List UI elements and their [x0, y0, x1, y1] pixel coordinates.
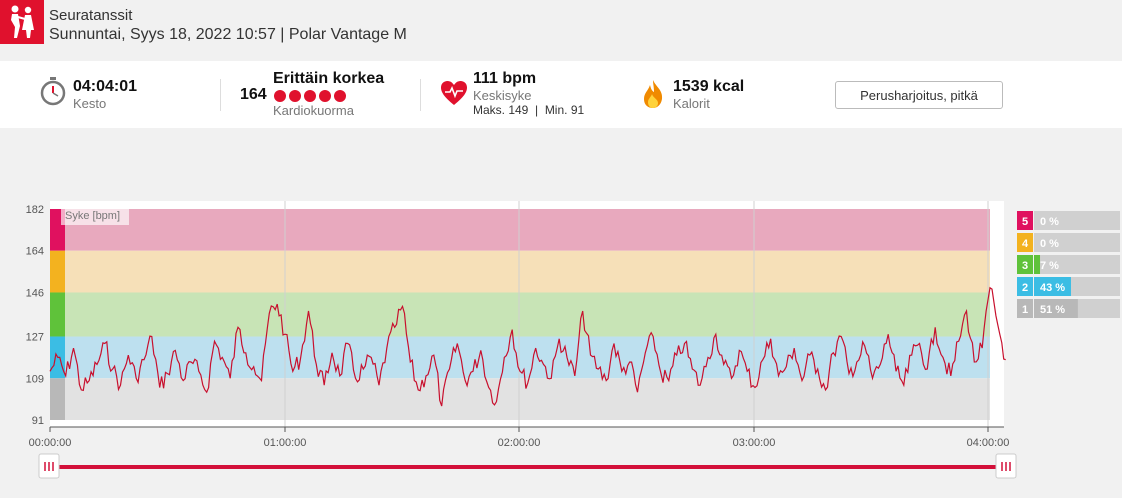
zone-legend-swatch	[1017, 277, 1033, 296]
zone-band-4	[65, 250, 990, 293]
zone-strip-3	[50, 292, 65, 337]
heart-rate-label: Keskisyke	[473, 88, 532, 103]
y-tick-label: 146	[26, 287, 44, 299]
heart-rate-minmax: Maks. 149 | Min. 91	[473, 103, 585, 117]
zone-legend-fill	[1034, 277, 1071, 296]
slider-handle-start[interactable]	[38, 453, 60, 479]
series-label: Syke [bpm]	[65, 210, 120, 222]
plot-background	[50, 201, 1004, 427]
heart-rate-line	[49, 286, 1006, 407]
zone-legend-track	[1034, 299, 1120, 318]
divider	[220, 79, 221, 111]
y-tick-label: 164	[26, 246, 44, 258]
zone-strip-2	[50, 336, 65, 379]
duration-stat: 04:04:01 Kesto	[73, 78, 137, 111]
zone-band-2	[65, 336, 990, 379]
cardio-load-number: 164	[240, 86, 267, 104]
zone-legend-share: 0 %	[1040, 216, 1059, 228]
y-tick-label: 109	[26, 373, 44, 385]
heart-rate-stat: 111 bpm Keskisyke Maks. 149 | Min. 91	[473, 70, 584, 117]
calories-label: Kalorit	[673, 96, 710, 111]
zone-legend-swatch	[1017, 255, 1033, 274]
zone-strip-5	[50, 209, 65, 251]
zone-bands	[50, 209, 990, 420]
y-tick-label: 91	[32, 415, 44, 427]
workout-subtitle: Sunnuntai, Syys 18, 2022 10:57 | Polar V…	[49, 26, 407, 43]
zone-legend-number: 5	[1022, 216, 1028, 228]
x-tick-label: 04:00:00	[967, 437, 1010, 449]
x-tick-label: 03:00:00	[733, 437, 776, 449]
x-axis: 00:00:00 01:00:00 02:00:00 03:00:00 04:00:00	[29, 426, 1010, 449]
zone-legend-track	[1034, 255, 1120, 274]
zone-legend-number: 2	[1022, 282, 1028, 294]
x-tick-label: 00:00:00	[29, 437, 72, 449]
slider-track	[48, 465, 1007, 469]
cardio-load-stat: Erittäin korkea Kardiokuormа	[273, 70, 384, 118]
zone-strip-4	[50, 250, 65, 293]
sport-profile-button[interactable]: Perusharjoitus, pitkä	[835, 81, 1003, 109]
y-tick-label: 127	[26, 332, 44, 344]
zone-legend-swatch	[1017, 299, 1033, 318]
zone-strip-1	[50, 378, 65, 420]
zone-legend-track	[1034, 211, 1120, 230]
zone-legend-number: 3	[1022, 260, 1028, 272]
zone-share-legend: 5 0 % 4 0 % 3 7 % 2 43 % 1 51 %	[1017, 211, 1120, 318]
header: Seuratanssit Sunnuntai, Syys 18, 2022 10…	[0, 0, 1122, 60]
slider-handle-end[interactable]	[995, 453, 1017, 479]
x-tick-label: 01:00:00	[264, 437, 307, 449]
zone-band-3	[65, 292, 990, 337]
duration-label: Kesto	[73, 96, 107, 111]
zone-legend-swatch	[1017, 233, 1033, 252]
calories-stat: 1539 kcal Kalorit	[673, 78, 744, 111]
x-tick-label: 02:00:00	[498, 437, 541, 449]
zone-legend-number: 1	[1022, 304, 1028, 316]
flame-icon	[642, 79, 664, 114]
calories-value: 1539 kcal	[673, 78, 745, 95]
time-range-slider[interactable]	[38, 453, 1017, 479]
zone-legend-share: 43 %	[1040, 282, 1065, 294]
divider	[420, 79, 421, 111]
workout-title: Seuratanssit	[49, 7, 133, 24]
zone-legend-share: 0 %	[1040, 238, 1059, 250]
y-axis: 182 164 146 127 109 91	[26, 204, 44, 427]
zone-legend-track	[1034, 277, 1120, 296]
zone-band-5	[65, 209, 990, 251]
zone-band-1	[65, 378, 990, 420]
cardio-load-number-text: 164	[240, 86, 267, 103]
cardio-dots	[274, 90, 346, 102]
zone-legend-swatch	[1017, 211, 1033, 230]
cardio-load-value: Erittäin korkea	[273, 70, 385, 87]
stats-bar: 04:04:01 Kesto 164 Erittäin korkea Kardi…	[0, 61, 1122, 128]
zone-legend-share: 7 %	[1040, 260, 1059, 272]
y-tick-label: 182	[26, 204, 44, 216]
series-label-bg	[61, 206, 129, 225]
duration-value: 04:04:01	[73, 78, 138, 95]
heart-rate-value: 111 bpm	[473, 70, 537, 87]
zone-legend-fill	[1034, 299, 1078, 318]
zone-legend-fill	[1034, 255, 1041, 274]
dancing-couple-icon	[0, 0, 44, 44]
cardio-load-label: Kardiokuormа	[273, 103, 354, 118]
zone-legend-number: 4	[1022, 238, 1029, 250]
heart-icon	[440, 80, 468, 111]
grid-lines	[284, 201, 989, 427]
zone-legend-share: 51 %	[1040, 304, 1065, 316]
stopwatch-icon	[40, 76, 66, 111]
zone-legend-track	[1034, 233, 1120, 252]
